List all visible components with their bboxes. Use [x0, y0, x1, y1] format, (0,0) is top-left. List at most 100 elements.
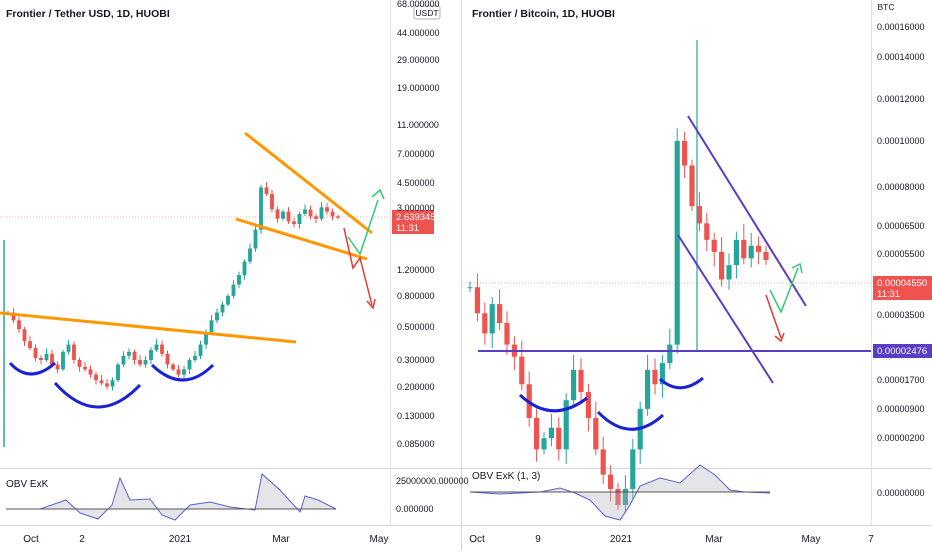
left-candle: [281, 211, 285, 219]
svg-text:11:31: 11:31: [877, 289, 900, 300]
right-candle: [541, 438, 547, 450]
left-candle: [314, 216, 318, 219]
right-price-tick: 0.00001700: [877, 375, 925, 385]
right-channel-top: [687, 115, 807, 307]
right-head-arc: [596, 410, 665, 431]
left-candle: [319, 207, 324, 219]
left-neckline: [0, 311, 297, 344]
right-candle: [733, 239, 739, 266]
left-candle: [176, 369, 181, 375]
left-candle: [99, 380, 104, 384]
left-candle: [33, 348, 38, 358]
right-candle: [489, 304, 495, 334]
left-price-tick: 0.300000: [397, 355, 435, 365]
right-price-tick: 0.00016000: [877, 22, 925, 32]
left-head-arc: [53, 381, 142, 409]
right-currency-label: BTC: [878, 2, 895, 12]
left-candle: [55, 364, 60, 370]
svg-text:2.639345: 2.639345: [396, 212, 436, 223]
left-candle: [215, 312, 219, 321]
left-candle: [149, 349, 153, 360]
right-candle: [741, 239, 747, 259]
left-candle: [253, 229, 258, 249]
left-candle: [264, 187, 269, 194]
right-candle: [756, 245, 762, 252]
right-price-tick: 0.00000900: [877, 404, 925, 414]
right-candle: [563, 400, 569, 450]
right-time-tick: Mar: [705, 534, 723, 545]
right-candle: [659, 363, 665, 385]
left-candle: [143, 360, 148, 365]
left-price-tick: 3.000000: [397, 203, 435, 213]
left-candle: [182, 369, 186, 375]
left-time-tick: May: [370, 534, 389, 545]
right-price-tick: 0.00014000: [877, 52, 925, 62]
right-candle: [763, 251, 769, 261]
left-candle: [44, 353, 49, 360]
right-right-shoulder-arc: [658, 376, 704, 390]
right-candle: [571, 369, 577, 401]
right-indicator-tick-zero: 0.00000000: [877, 488, 925, 498]
left-candle: [105, 383, 109, 387]
right-time-tick: 9: [535, 534, 541, 545]
left-candle: [308, 209, 313, 217]
right-candle: [674, 141, 680, 345]
left-time-tick: Oct: [23, 534, 39, 545]
left-price-tick: 7.000000: [397, 149, 435, 159]
left-candle: [248, 248, 252, 262]
right-candle: [622, 489, 628, 505]
left-price-tick: 19.000000: [397, 83, 440, 93]
left-bull-arrow: [347, 199, 379, 256]
left-candle: [39, 357, 43, 360]
right-candle: [556, 427, 562, 450]
left-currency-badge[interactable]: USDT: [413, 5, 441, 20]
right-candle: [534, 417, 540, 450]
left-candle: [193, 355, 197, 360]
left-price-tick: 0.200000: [397, 382, 435, 392]
left-price-tick: 0.500000: [397, 322, 435, 332]
left-candle: [187, 360, 192, 370]
right-price-tick: 0.00008000: [877, 182, 925, 192]
right-candle: [585, 392, 591, 418]
left-candle: [171, 364, 175, 370]
right-candle: [719, 251, 725, 280]
left-candle: [17, 320, 21, 330]
right-candle: [608, 474, 614, 490]
right-time-tick: 2021: [610, 534, 633, 545]
left-candle: [275, 209, 280, 219]
right-price-tick: 0.00012000: [877, 94, 925, 104]
right-candle: [652, 369, 658, 385]
left-indicator-title: OBV ExK: [6, 479, 49, 490]
left-candle: [220, 304, 225, 313]
left-indicator-tick-top: 25000000.000000: [396, 476, 469, 486]
right-candle: [696, 206, 702, 224]
right-candle: [519, 356, 525, 385]
right-price-tick: 0.00005500: [877, 249, 925, 259]
left-obv-fill: [6, 474, 336, 520]
right-candle: [467, 287, 473, 289]
right-left-shoulder-arc: [518, 393, 588, 413]
right-shoulder-arc: [150, 363, 215, 382]
right-candle: [689, 165, 695, 207]
right-candle: [711, 239, 717, 252]
left-candle: [204, 332, 208, 345]
right-candle: [748, 245, 754, 259]
right-bull-arrow: [769, 267, 799, 314]
right-bear-arrow: [765, 294, 782, 339]
left-candle: [138, 360, 142, 365]
left-candle: [11, 312, 16, 321]
left-chart-title: Frontier / Tether USD, 1D, HUOBI: [6, 8, 170, 20]
left-candle: [88, 369, 93, 375]
left-price-tick: 44.000000: [397, 28, 440, 38]
right-candle: [578, 369, 584, 393]
left-candle: [297, 213, 302, 225]
right-candle: [645, 369, 651, 409]
left-candle: [292, 221, 296, 225]
left-bear-arrow: [343, 227, 373, 306]
svg-text:11:31: 11:31: [396, 223, 419, 234]
left-candle: [132, 351, 137, 360]
left-wedge-bottom: [235, 217, 368, 261]
left-candle: [325, 207, 329, 212]
svg-text:0.00004550: 0.00004550: [877, 278, 927, 289]
svg-text:USDT: USDT: [415, 8, 438, 18]
